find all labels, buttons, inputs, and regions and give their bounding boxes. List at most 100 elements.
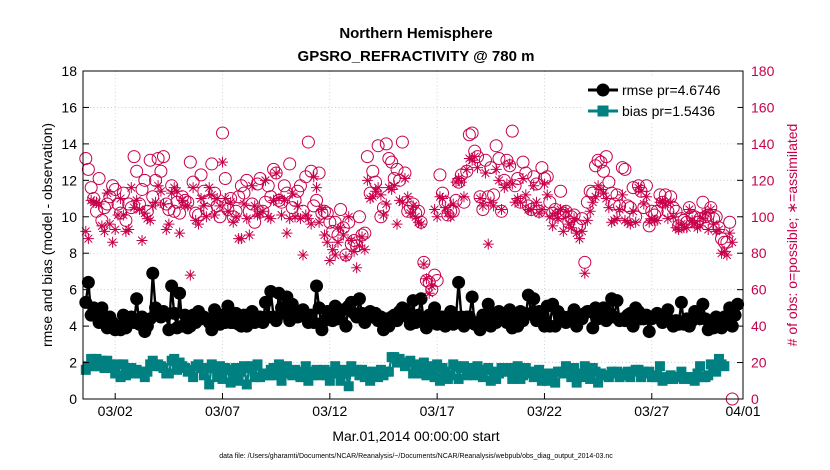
y-left-tick-label: 0 bbox=[69, 391, 77, 407]
bias-point bbox=[577, 372, 588, 383]
y-right-tick-label: 0 bbox=[751, 391, 759, 407]
bias-point bbox=[359, 372, 370, 383]
possible-obs-point bbox=[382, 151, 396, 165]
assimilated-obs-point bbox=[281, 227, 293, 239]
assimilated-obs-point bbox=[662, 213, 674, 225]
y-left-tick-label: 16 bbox=[61, 99, 77, 115]
possible-obs-point bbox=[277, 179, 291, 193]
assimilated-obs-point bbox=[632, 182, 644, 194]
assimilated-obs-point bbox=[316, 203, 328, 215]
assimilated-obs-point bbox=[337, 229, 349, 241]
assimilated-obs-point bbox=[157, 198, 169, 210]
assimilated-obs-point bbox=[622, 216, 634, 228]
bias-point bbox=[563, 366, 574, 377]
assimilated-obs-point bbox=[581, 214, 593, 226]
assimilated-obs-point bbox=[227, 216, 239, 228]
bias-point bbox=[695, 361, 706, 372]
assimilated-obs-point bbox=[493, 174, 505, 186]
assimilated-obs-point bbox=[311, 182, 323, 194]
legend-bias-marker bbox=[597, 105, 609, 117]
assimilated-obs-point bbox=[458, 191, 470, 203]
assimilated-obs-point bbox=[474, 193, 486, 205]
assimilated-obs-point bbox=[592, 180, 604, 192]
bias-point bbox=[445, 370, 456, 381]
bias-point bbox=[319, 364, 330, 375]
assimilated-obs-point bbox=[565, 222, 577, 234]
assimilated-obs-point bbox=[388, 180, 400, 192]
y-right-tick-label: 20 bbox=[751, 355, 767, 371]
x-tick-label: 03/27 bbox=[634, 403, 669, 419]
x-tick-label: 03/22 bbox=[527, 403, 562, 419]
bias-point bbox=[340, 368, 351, 379]
bias-point bbox=[298, 368, 308, 379]
assimilated-obs-point bbox=[259, 174, 271, 186]
bias-point bbox=[279, 368, 290, 379]
bias-point bbox=[692, 368, 703, 379]
assimilated-obs-point bbox=[152, 180, 164, 192]
assimilated-obs-point bbox=[98, 225, 110, 237]
bias-point bbox=[110, 368, 121, 379]
assimilated-obs-point bbox=[241, 213, 253, 225]
assimilated-obs-point bbox=[463, 152, 475, 164]
possible-obs-point bbox=[242, 204, 256, 218]
assimilated-obs-point bbox=[624, 218, 636, 230]
possible-obs-point bbox=[360, 150, 374, 164]
bias-point bbox=[622, 366, 633, 377]
assimilated-obs-point bbox=[525, 203, 537, 215]
assimilated-obs-point bbox=[611, 213, 623, 225]
bias-point bbox=[585, 373, 596, 384]
bias-point bbox=[518, 370, 528, 381]
assimilated-obs-point bbox=[222, 205, 234, 217]
rmse-point bbox=[725, 319, 739, 333]
bias-point bbox=[458, 361, 469, 372]
bias-point bbox=[212, 372, 223, 383]
bias-point bbox=[365, 375, 376, 386]
assimilated-obs-point bbox=[630, 216, 642, 228]
x-axis-label: Mar.01,2014 00:00:00 start bbox=[332, 428, 499, 444]
bias-point bbox=[373, 372, 384, 383]
bias-point bbox=[354, 370, 365, 381]
bias-point bbox=[83, 361, 94, 372]
possible-obs-point bbox=[465, 126, 479, 140]
bias-point bbox=[204, 379, 215, 390]
bias-point bbox=[413, 363, 424, 374]
bias-point bbox=[115, 372, 126, 383]
assimilated-obs-point bbox=[150, 196, 162, 208]
series-bias bbox=[80, 352, 730, 392]
assimilated-obs-point bbox=[182, 200, 194, 212]
bias-point bbox=[330, 361, 341, 372]
possible-obs-point bbox=[621, 199, 635, 213]
rmse-point bbox=[130, 292, 144, 306]
bias-point bbox=[539, 368, 550, 379]
bias-point bbox=[287, 370, 298, 381]
assimilated-obs-point bbox=[343, 211, 355, 223]
x-tick-label: 03/12 bbox=[312, 403, 347, 419]
assimilated-obs-point bbox=[536, 203, 548, 215]
possible-obs-point bbox=[253, 172, 267, 186]
rmse-point bbox=[527, 292, 541, 306]
assimilated-obs-point bbox=[297, 249, 309, 261]
y-axis-right-label: # of obs: o=possible; ∗=assimilated bbox=[784, 124, 800, 347]
chart-subtitle: GPSRO_REFRACTIVITY @ 780 m bbox=[298, 48, 535, 65]
assimilated-obs-point bbox=[209, 209, 221, 221]
assimilated-obs-point bbox=[96, 220, 108, 232]
assimilated-obs-point bbox=[479, 167, 491, 179]
assimilated-obs-point bbox=[471, 162, 483, 174]
assimilated-obs-point bbox=[442, 207, 454, 219]
possible-obs-point bbox=[194, 168, 208, 182]
bias-point bbox=[263, 370, 274, 381]
assimilated-obs-point bbox=[144, 214, 156, 226]
assimilated-obs-point bbox=[541, 189, 553, 201]
assimilated-obs-point bbox=[139, 207, 151, 219]
assimilated-obs-point bbox=[418, 258, 430, 270]
rmse-point bbox=[674, 295, 688, 309]
assimilated-obs-point bbox=[667, 211, 679, 223]
assimilated-obs-point bbox=[133, 203, 145, 215]
assimilated-obs-point bbox=[718, 245, 730, 257]
rmse-point bbox=[95, 301, 109, 315]
assimilated-obs-point bbox=[538, 178, 550, 190]
assimilated-obs-point bbox=[461, 163, 473, 175]
bias-point bbox=[126, 363, 137, 374]
y-right-tick-label: 160 bbox=[751, 99, 775, 115]
assimilated-obs-point bbox=[506, 178, 518, 190]
